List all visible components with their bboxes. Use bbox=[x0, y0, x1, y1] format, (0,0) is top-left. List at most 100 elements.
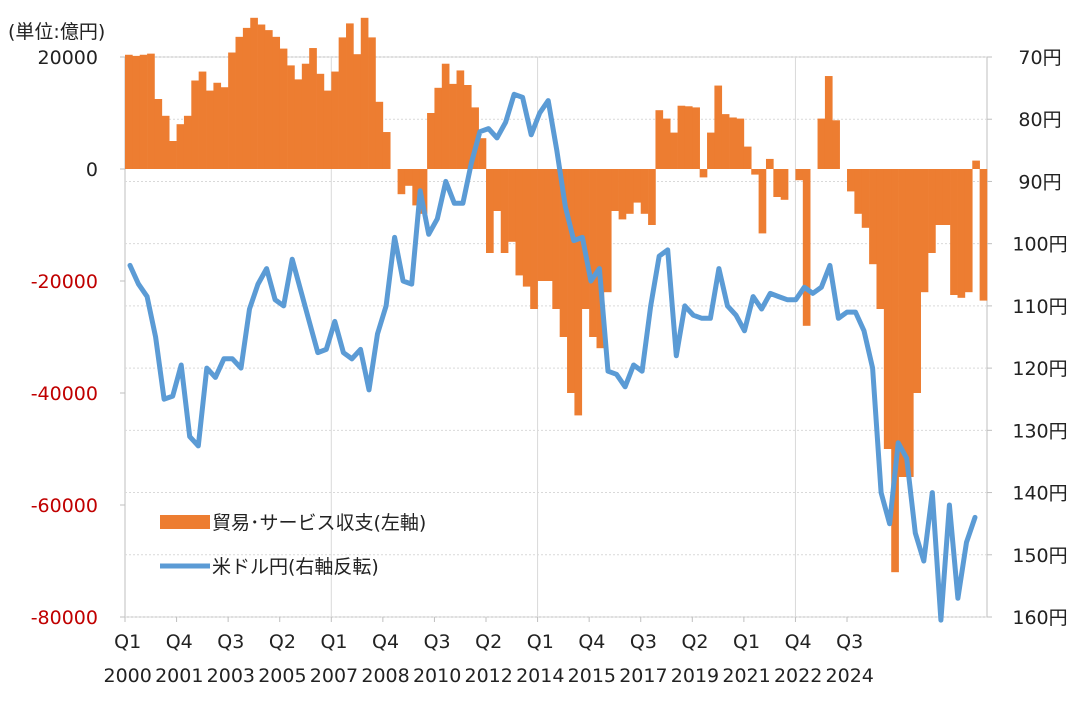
bar bbox=[346, 23, 354, 170]
bar bbox=[596, 169, 605, 349]
bar bbox=[508, 169, 516, 242]
bar bbox=[257, 24, 266, 169]
bar bbox=[434, 87, 443, 169]
bar bbox=[161, 115, 170, 169]
bar bbox=[220, 87, 229, 169]
bar bbox=[500, 169, 509, 253]
bar bbox=[397, 169, 406, 195]
right-tick-label: 100円 bbox=[1012, 234, 1067, 256]
bar bbox=[242, 27, 251, 169]
bar bbox=[552, 169, 560, 309]
bar bbox=[957, 169, 966, 298]
bar bbox=[375, 101, 384, 169]
x-tick-year: 2021 bbox=[722, 665, 770, 687]
bar bbox=[891, 169, 899, 573]
x-tick-year: 2022 bbox=[774, 665, 822, 687]
bar bbox=[206, 90, 214, 169]
bar bbox=[235, 36, 244, 170]
bar bbox=[441, 63, 450, 169]
bar bbox=[581, 169, 590, 309]
bar bbox=[574, 169, 583, 416]
x-tick-quarter: Q3 bbox=[836, 631, 863, 653]
x-tick-quarter: Q1 bbox=[320, 631, 347, 653]
bar bbox=[250, 17, 258, 169]
bar bbox=[662, 118, 671, 169]
bar bbox=[883, 169, 892, 449]
right-tick-label: 70円 bbox=[1018, 47, 1061, 69]
bar bbox=[183, 115, 192, 169]
bar bbox=[773, 169, 782, 197]
bar bbox=[869, 169, 877, 265]
bar bbox=[942, 169, 951, 225]
x-tick-year: 2001 bbox=[155, 665, 203, 687]
x-tick-year: 2024 bbox=[826, 665, 874, 687]
x-tick-year: 2003 bbox=[207, 665, 255, 687]
bar bbox=[972, 160, 980, 169]
bar bbox=[854, 169, 863, 214]
bar bbox=[309, 48, 317, 169]
x-tick-year: 2005 bbox=[258, 665, 306, 687]
bar bbox=[655, 110, 664, 169]
x-tick-year: 2012 bbox=[465, 665, 513, 687]
bar bbox=[493, 169, 502, 211]
bar bbox=[677, 105, 686, 169]
bar bbox=[964, 169, 973, 293]
right-tick-label: 110円 bbox=[1012, 296, 1067, 318]
bar bbox=[228, 52, 236, 169]
bar bbox=[404, 169, 413, 186]
bar bbox=[515, 169, 524, 276]
bar bbox=[707, 132, 715, 169]
right-tick-label: 80円 bbox=[1018, 109, 1061, 131]
legend-bar-swatch bbox=[160, 515, 210, 529]
bar bbox=[486, 169, 494, 253]
left-tick-label: 20000 bbox=[38, 47, 98, 69]
bar bbox=[125, 54, 133, 170]
left-axis: 20000 0 -20000 -40000 -60000 -80000 bbox=[31, 47, 125, 629]
left-tick-label: 0 bbox=[86, 159, 98, 181]
x-tick-year: 2010 bbox=[413, 665, 461, 687]
bar bbox=[338, 37, 347, 170]
bar bbox=[301, 63, 310, 169]
right-tick-label: 120円 bbox=[1012, 358, 1067, 380]
bar bbox=[876, 169, 885, 309]
bar bbox=[729, 117, 737, 169]
bar bbox=[589, 169, 597, 337]
bar bbox=[832, 120, 840, 169]
bar bbox=[331, 71, 339, 169]
bar bbox=[537, 169, 546, 281]
bar bbox=[272, 36, 281, 170]
left-tick-label: -20000 bbox=[31, 271, 98, 293]
x-tick-quarter: Q1 bbox=[527, 631, 554, 653]
bar bbox=[699, 169, 708, 178]
usdjpy-line bbox=[127, 91, 978, 623]
bar bbox=[905, 169, 914, 477]
right-tick-label: 140円 bbox=[1012, 483, 1067, 505]
bar bbox=[279, 48, 288, 169]
bar bbox=[191, 80, 199, 169]
bar bbox=[920, 169, 929, 293]
x-tick-quarter: Q4 bbox=[578, 631, 605, 653]
x-tick-quarter: Q4 bbox=[372, 631, 399, 653]
x-tick-quarter: Q4 bbox=[785, 631, 812, 653]
bar bbox=[154, 99, 163, 169]
right-tick-label: 150円 bbox=[1012, 545, 1067, 567]
bar bbox=[802, 169, 811, 326]
bar bbox=[743, 146, 752, 169]
bar bbox=[287, 65, 295, 169]
bar bbox=[913, 169, 921, 393]
bar bbox=[456, 70, 465, 169]
bar bbox=[463, 85, 472, 169]
left-tick-label: -60000 bbox=[31, 495, 98, 517]
bar bbox=[360, 17, 369, 169]
unit-label: (単位:億円) bbox=[8, 21, 105, 43]
left-tick-label: -40000 bbox=[31, 383, 98, 405]
bar bbox=[368, 37, 376, 170]
bar bbox=[692, 107, 700, 169]
bar bbox=[530, 169, 538, 309]
bar bbox=[176, 124, 185, 169]
bar bbox=[640, 169, 649, 214]
bar bbox=[721, 114, 730, 169]
bar bbox=[898, 169, 907, 477]
bar bbox=[316, 73, 325, 169]
